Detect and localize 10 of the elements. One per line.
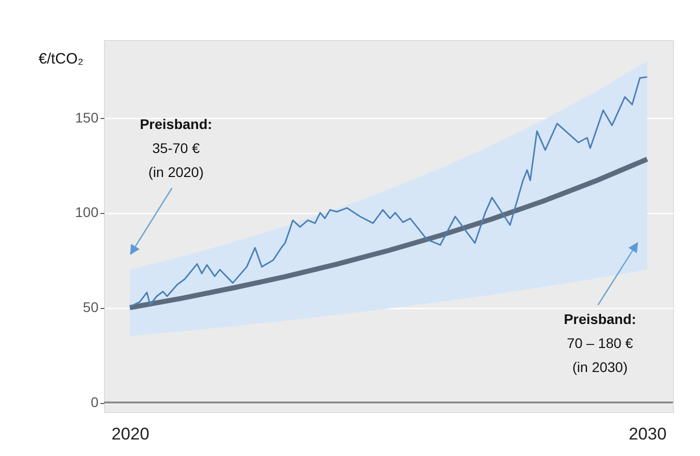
y-tick-label: 100: [75, 204, 99, 220]
y-tick-label: 0: [90, 394, 99, 410]
x-tick-label: 2030: [628, 424, 667, 444]
annotation: Preisband: 35-70 € (in 2020): [140, 116, 212, 180]
annotation: Preisband: 70 – 180 € (in 2030): [564, 311, 636, 375]
line-series: [129, 76, 648, 308]
y-axis-title: €/tCO₂: [38, 50, 84, 68]
x-tick-label: 2020: [111, 424, 150, 444]
y-tick-label: 150: [75, 109, 99, 126]
y-tick-label: 50: [82, 299, 99, 316]
